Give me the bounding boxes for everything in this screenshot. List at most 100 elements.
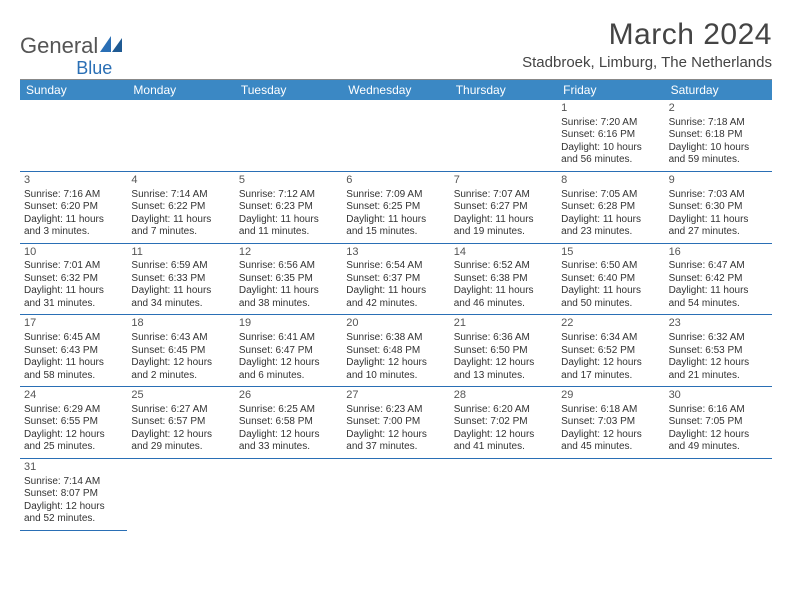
sunset-text: Sunset: 6:55 PM	[24, 416, 123, 429]
sunset-text: Sunset: 6:27 PM	[454, 201, 553, 214]
calendar-cell: 26Sunrise: 6:25 AMSunset: 6:58 PMDayligh…	[235, 387, 342, 459]
calendar-cell: 14Sunrise: 6:52 AMSunset: 6:38 PMDayligh…	[450, 244, 557, 316]
sunset-text: Sunset: 6:16 PM	[561, 129, 660, 142]
calendar-cell: 3Sunrise: 7:16 AMSunset: 6:20 PMDaylight…	[20, 172, 127, 244]
sunset-text: Sunset: 6:43 PM	[24, 345, 123, 358]
daylight-text: Daylight: 12 hours	[561, 357, 660, 370]
day-number: 11	[131, 246, 230, 260]
sunrise-text: Sunrise: 6:59 AM	[131, 260, 230, 273]
sunrise-text: Sunrise: 6:18 AM	[561, 404, 660, 417]
day-number: 5	[239, 174, 338, 188]
daylight-text: Daylight: 11 hours	[239, 214, 338, 227]
daylight-text: and 33 minutes.	[239, 441, 338, 454]
daylight-text: Daylight: 11 hours	[131, 285, 230, 298]
logo-sail-icon	[100, 36, 122, 52]
daylight-text: Daylight: 12 hours	[669, 357, 768, 370]
location-subtitle: Stadbroek, Limburg, The Netherlands	[522, 54, 772, 71]
calendar-cell: 24Sunrise: 6:29 AMSunset: 6:55 PMDayligh…	[20, 387, 127, 459]
calendar-cell	[665, 459, 772, 531]
day-number: 30	[669, 389, 768, 403]
daylight-text: and 25 minutes.	[24, 441, 123, 454]
daylight-text: Daylight: 12 hours	[454, 429, 553, 442]
calendar-cell: 9Sunrise: 7:03 AMSunset: 6:30 PMDaylight…	[665, 172, 772, 244]
daylight-text: and 29 minutes.	[131, 441, 230, 454]
daylight-text: Daylight: 12 hours	[239, 357, 338, 370]
daylight-text: and 45 minutes.	[561, 441, 660, 454]
sunset-text: Sunset: 6:57 PM	[131, 416, 230, 429]
sunrise-text: Sunrise: 6:47 AM	[669, 260, 768, 273]
sunrise-text: Sunrise: 6:50 AM	[561, 260, 660, 273]
calendar-cell	[450, 459, 557, 531]
daylight-text: Daylight: 12 hours	[346, 429, 445, 442]
daylight-text: and 34 minutes.	[131, 298, 230, 311]
day-number: 16	[669, 246, 768, 260]
sunset-text: Sunset: 7:05 PM	[669, 416, 768, 429]
calendar-cell: 31Sunrise: 7:14 AMSunset: 8:07 PMDayligh…	[20, 459, 127, 531]
sunrise-text: Sunrise: 7:20 AM	[561, 117, 660, 130]
sunrise-text: Sunrise: 6:36 AM	[454, 332, 553, 345]
daylight-text: and 38 minutes.	[239, 298, 338, 311]
sunset-text: Sunset: 7:00 PM	[346, 416, 445, 429]
brand-logo: General Blue	[20, 18, 112, 67]
calendar-cell: 13Sunrise: 6:54 AMSunset: 6:37 PMDayligh…	[342, 244, 449, 316]
daylight-text: and 58 minutes.	[24, 370, 123, 383]
daylight-text: Daylight: 12 hours	[561, 429, 660, 442]
calendar-cell: 1Sunrise: 7:20 AMSunset: 6:16 PMDaylight…	[557, 100, 664, 172]
daylight-text: Daylight: 12 hours	[239, 429, 338, 442]
calendar-cell: 18Sunrise: 6:43 AMSunset: 6:45 PMDayligh…	[127, 315, 234, 387]
calendar-cell: 30Sunrise: 6:16 AMSunset: 7:05 PMDayligh…	[665, 387, 772, 459]
weekday-heading: Sunday	[20, 80, 127, 100]
day-number: 10	[24, 246, 123, 260]
sunset-text: Sunset: 6:38 PM	[454, 273, 553, 286]
sunrise-text: Sunrise: 6:34 AM	[561, 332, 660, 345]
sunrise-text: Sunrise: 7:01 AM	[24, 260, 123, 273]
calendar-cell: 25Sunrise: 6:27 AMSunset: 6:57 PMDayligh…	[127, 387, 234, 459]
sunset-text: Sunset: 6:28 PM	[561, 201, 660, 214]
day-number: 14	[454, 246, 553, 260]
sunset-text: Sunset: 7:03 PM	[561, 416, 660, 429]
daylight-text: and 31 minutes.	[24, 298, 123, 311]
daylight-text: and 37 minutes.	[346, 441, 445, 454]
sunset-text: Sunset: 6:47 PM	[239, 345, 338, 358]
calendar-cell: 5Sunrise: 7:12 AMSunset: 6:23 PMDaylight…	[235, 172, 342, 244]
day-number: 21	[454, 317, 553, 331]
daylight-text: and 42 minutes.	[346, 298, 445, 311]
day-number: 25	[131, 389, 230, 403]
daylight-text: Daylight: 11 hours	[24, 214, 123, 227]
weekday-heading: Monday	[127, 80, 234, 100]
sunset-text: Sunset: 6:22 PM	[131, 201, 230, 214]
calendar-cell	[235, 100, 342, 172]
day-number: 28	[454, 389, 553, 403]
sunrise-text: Sunrise: 6:32 AM	[669, 332, 768, 345]
weekday-heading: Saturday	[665, 80, 772, 100]
daylight-text: and 59 minutes.	[669, 154, 768, 167]
sunrise-text: Sunrise: 6:20 AM	[454, 404, 553, 417]
day-number: 6	[346, 174, 445, 188]
daylight-text: and 52 minutes.	[24, 513, 123, 526]
calendar-cell	[450, 100, 557, 172]
logo-text-1: General	[20, 33, 98, 59]
calendar-cell	[235, 459, 342, 531]
day-number: 23	[669, 317, 768, 331]
sunrise-text: Sunrise: 6:43 AM	[131, 332, 230, 345]
daylight-text: Daylight: 11 hours	[454, 214, 553, 227]
sunset-text: Sunset: 6:33 PM	[131, 273, 230, 286]
daylight-text: Daylight: 11 hours	[239, 285, 338, 298]
daylight-text: and 56 minutes.	[561, 154, 660, 167]
daylight-text: Daylight: 12 hours	[669, 429, 768, 442]
daylight-text: Daylight: 12 hours	[131, 357, 230, 370]
calendar-cell	[20, 100, 127, 172]
sunrise-text: Sunrise: 7:05 AM	[561, 189, 660, 202]
calendar-cell: 12Sunrise: 6:56 AMSunset: 6:35 PMDayligh…	[235, 244, 342, 316]
daylight-text: Daylight: 11 hours	[24, 285, 123, 298]
daylight-text: Daylight: 11 hours	[454, 285, 553, 298]
day-number: 22	[561, 317, 660, 331]
daylight-text: and 13 minutes.	[454, 370, 553, 383]
calendar-cell: 2Sunrise: 7:18 AMSunset: 6:18 PMDaylight…	[665, 100, 772, 172]
daylight-text: Daylight: 11 hours	[561, 214, 660, 227]
weekday-heading: Thursday	[450, 80, 557, 100]
calendar-cell	[557, 459, 664, 531]
calendar-cell	[342, 459, 449, 531]
sunrise-text: Sunrise: 7:12 AM	[239, 189, 338, 202]
daylight-text: Daylight: 10 hours	[561, 142, 660, 155]
